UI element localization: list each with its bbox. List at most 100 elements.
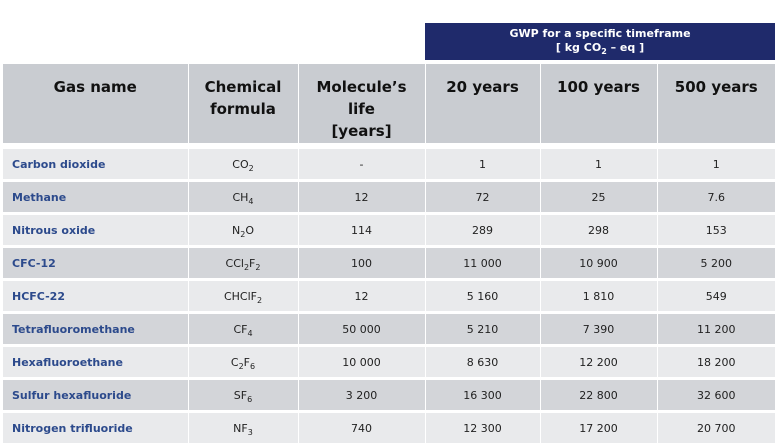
formula-text: F <box>243 355 250 369</box>
gwp-unit-subscript: 2 <box>601 47 607 56</box>
table-row: Hexafluoroethane C2F6 10 000 8 630 12 200 18 … <box>3 345 775 380</box>
gwp-20-years-cell: 5 160 <box>425 279 541 314</box>
gas-name-cell: Carbon dioxide <box>3 146 189 182</box>
gwp-20-years-cell: 8 630 <box>425 345 541 380</box>
chemical-formula-cell: CCl2F2 <box>188 246 299 281</box>
chemical-formula-cell: N2O <box>188 213 299 248</box>
formula-text: CHClF <box>223 289 257 303</box>
gwp-20-years-cell: 5 210 <box>425 312 541 347</box>
gwp-500-years-cell: 18 200 <box>657 345 775 380</box>
formula-text: CH <box>232 190 249 204</box>
gas-name-cell: Methane <box>3 180 189 215</box>
gwp-500-years-cell: 32 600 <box>657 378 775 413</box>
formula-text: N <box>232 223 241 237</box>
gas-name-cell: Tetrafluoromethane <box>3 312 189 347</box>
gas-name-cell: CFC-12 <box>3 246 189 281</box>
formula-text: CCl <box>225 256 244 270</box>
formula-text: C <box>230 355 239 369</box>
formula-text: O <box>245 223 254 237</box>
table-header-row: Gas name Chemical formula Molecule’s lif… <box>3 64 775 149</box>
molecule-life-cell: 12 <box>298 180 426 215</box>
formula-text: NF <box>233 421 248 435</box>
formula-text: F <box>249 256 256 270</box>
formula-subscript: 3 <box>247 427 253 437</box>
life-header-line2: life <box>348 100 375 118</box>
gwp-20-years-cell: 1 <box>425 146 541 182</box>
gwp-500-years-cell: 153 <box>657 213 775 248</box>
gwp-banner-unit: [ kg CO2 – eq ] <box>425 41 775 56</box>
gwp-100-years-cell: 25 <box>540 180 658 215</box>
gwp-unit-text: [ kg CO <box>555 41 602 54</box>
formula-subscript: 2 <box>240 229 246 239</box>
gas-name-cell: Sulfur hexafluoride <box>3 378 189 413</box>
gwp-unit-suffix: – eq ] <box>606 41 645 54</box>
formula-text: CO <box>232 157 249 171</box>
formula-subscript: 2 <box>238 361 244 371</box>
table-row: Nitrous oxide N2O 114 289 298 153 <box>3 213 775 248</box>
chemical-formula-cell: CO2 <box>188 146 299 182</box>
gwp-500-years-cell: 20 700 <box>657 411 775 446</box>
gwp-100-years-cell: 12 200 <box>540 345 658 380</box>
gwp-500-years-cell: 5 200 <box>657 246 775 281</box>
col-header-500-years: 500 years <box>657 64 775 149</box>
formula-text: SF <box>233 388 248 402</box>
gwp-100-years-cell: 1 <box>540 146 658 182</box>
table-row: CFC-12 CCl2F2 100 11 000 10 900 5 200 <box>3 246 775 281</box>
gwp-20-years-cell: 11 000 <box>425 246 541 281</box>
formula-subscript: 2 <box>255 262 261 272</box>
col-header-100-years: 100 years <box>540 64 658 149</box>
chemical-formula-cell: CH4 <box>188 180 299 215</box>
table-row: HCFC-22 CHClF2 12 5 160 1 810 549 <box>3 279 775 314</box>
formula-subscript: 6 <box>247 394 253 404</box>
chemical-formula-cell: SF6 <box>188 378 299 413</box>
col-header-chemical-formula: Chemical formula <box>188 64 299 149</box>
molecule-life-cell: 12 <box>298 279 426 314</box>
table-row: Carbon dioxide CO2-1 1 1 <box>3 146 775 182</box>
gwp-100-years-cell: 1 810 <box>540 279 658 314</box>
gwp-20-years-cell: 289 <box>425 213 541 248</box>
molecule-life-cell: 3 200 <box>298 378 426 413</box>
gas-name-cell: Hexafluoroethane <box>3 345 189 380</box>
gwp-500-years-cell: 7.6 <box>657 180 775 215</box>
molecule-life-cell: 100 <box>298 246 426 281</box>
chemical-formula-cell: CHClF2 <box>188 279 299 314</box>
table-row: Sulfur hexafluoride SF6 3 200 16 300 22 800 3… <box>3 378 775 413</box>
gwp-banner-title: GWP for a specific timeframe <box>509 27 691 40</box>
formula-text: CF <box>233 322 248 336</box>
table-row: Tetrafluoromethane CF4 50 000 5 210 7 390 11 … <box>3 312 775 347</box>
molecule-life-cell: 50 000 <box>298 312 426 347</box>
molecule-life-cell: - <box>298 146 426 182</box>
gas-name-cell: Nitrous oxide <box>3 213 189 248</box>
gwp-100-years-cell: 298 <box>540 213 658 248</box>
gas-name-cell: HCFC-22 <box>3 279 189 314</box>
life-header-line1: Molecule’s <box>316 78 407 96</box>
formula-subscript: 2 <box>256 295 263 305</box>
col-header-20-years: 20 years <box>425 64 541 149</box>
gwp-100-years-cell: 10 900 <box>540 246 658 281</box>
chemical-formula-cell: CF4 <box>188 312 299 347</box>
formula-subscript: 4 <box>247 328 253 338</box>
gwp-500-years-cell: 11 200 <box>657 312 775 347</box>
table-row: Methane CH4 12 72 25 7.6 <box>3 180 775 215</box>
col-header-molecule-life: Molecule’s life [years] <box>298 64 426 149</box>
formula-subscript: 2 <box>243 262 250 272</box>
gwp-500-years-cell: 1 <box>657 146 775 182</box>
gwp-table: Gas name Chemical formula Molecule’s lif… <box>3 64 775 446</box>
gwp-100-years-cell: 22 800 <box>540 378 658 413</box>
life-header-line3: [years] <box>331 122 392 140</box>
molecule-life-cell: 10 000 <box>298 345 426 380</box>
gwp-20-years-cell: 72 <box>425 180 541 215</box>
gwp-500-years-cell: 549 <box>657 279 775 314</box>
gwp-20-years-cell: 12 300 <box>425 411 541 446</box>
formula-header-line2: formula <box>210 100 276 118</box>
col-header-gas-name: Gas name <box>3 64 189 149</box>
chemical-formula-cell: C2F6 <box>188 345 299 380</box>
formula-header-line1: Chemical <box>204 78 282 96</box>
gwp-timeframe-banner: GWP for a specific timeframe [ kg CO2 – … <box>425 23 775 60</box>
molecule-life-cell: 114 <box>298 213 426 248</box>
formula-subscript: 6 <box>250 361 256 371</box>
formula-subscript: 2 <box>248 163 254 173</box>
formula-subscript: 4 <box>248 196 254 206</box>
gwp-100-years-cell: 7 390 <box>540 312 658 347</box>
